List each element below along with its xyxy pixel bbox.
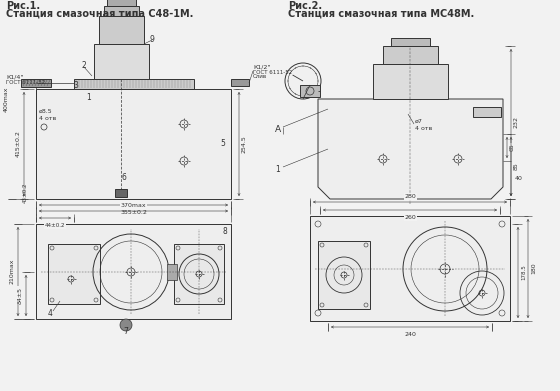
Text: ГОСТ 6111-52: ГОСТ 6111-52 xyxy=(6,79,45,84)
Text: ГОСТ 6111-52: ГОСТ 6111-52 xyxy=(253,70,292,75)
Text: 65: 65 xyxy=(510,143,515,151)
Bar xyxy=(107,0,136,6)
Text: Рис.2.: Рис.2. xyxy=(288,1,322,11)
Text: А: А xyxy=(275,124,281,133)
Text: 2: 2 xyxy=(82,61,86,70)
Text: Рис.1.: Рис.1. xyxy=(6,1,40,11)
Text: 43±0.2: 43±0.2 xyxy=(22,183,27,203)
Polygon shape xyxy=(318,99,503,199)
Bar xyxy=(115,189,127,197)
Text: 9: 9 xyxy=(150,34,155,43)
Text: 3: 3 xyxy=(73,81,78,90)
Text: 5: 5 xyxy=(221,140,226,149)
Text: Станция смазочная типа МС48М.: Станция смазочная типа МС48М. xyxy=(288,9,474,19)
Bar xyxy=(473,107,501,117)
Bar xyxy=(74,79,194,89)
Text: 4: 4 xyxy=(48,308,53,317)
Text: 370max: 370max xyxy=(121,203,146,208)
Bar xyxy=(104,6,139,16)
Text: 40: 40 xyxy=(515,176,523,181)
Bar xyxy=(167,264,177,280)
Text: 178.5: 178.5 xyxy=(521,265,526,280)
Text: К1/2": К1/2" xyxy=(253,65,270,70)
Text: 7: 7 xyxy=(124,328,128,337)
Text: ø8.5: ø8.5 xyxy=(39,108,53,113)
Text: 180: 180 xyxy=(531,263,536,274)
Text: 400max: 400max xyxy=(4,86,9,112)
Bar xyxy=(231,79,249,86)
Text: 1: 1 xyxy=(276,165,281,174)
Text: 260: 260 xyxy=(404,215,416,220)
Bar xyxy=(99,16,144,44)
Text: 4 отв: 4 отв xyxy=(39,115,56,120)
Text: 415±0.2: 415±0.2 xyxy=(16,131,21,158)
Bar xyxy=(48,244,100,304)
Text: 280: 280 xyxy=(404,194,416,199)
Bar xyxy=(21,79,51,87)
Bar xyxy=(94,44,149,79)
Text: Станция смазочная типа С48-1М.: Станция смазочная типа С48-1М. xyxy=(6,9,193,19)
Text: К1/4": К1/4" xyxy=(6,75,24,79)
Bar xyxy=(373,64,448,99)
Text: 240: 240 xyxy=(404,332,416,337)
Circle shape xyxy=(288,66,318,96)
Bar xyxy=(310,216,510,321)
Bar xyxy=(174,244,224,304)
Text: 4 отв: 4 отв xyxy=(415,126,432,131)
Text: 85: 85 xyxy=(514,163,519,170)
Text: 84±5: 84±5 xyxy=(18,287,23,304)
Bar xyxy=(300,85,320,97)
Bar xyxy=(383,46,438,64)
Text: 6: 6 xyxy=(122,172,127,181)
Text: ø7: ø7 xyxy=(415,118,423,124)
Bar xyxy=(391,38,430,46)
Text: 232: 232 xyxy=(514,117,519,129)
Text: Слив: Слив xyxy=(253,75,267,79)
Text: 1: 1 xyxy=(87,93,91,102)
Text: 210max: 210max xyxy=(10,259,15,284)
Text: 44±0.2: 44±0.2 xyxy=(45,223,66,228)
Bar xyxy=(36,89,231,199)
Text: 355±0.2: 355±0.2 xyxy=(120,210,147,215)
Circle shape xyxy=(120,319,132,331)
Polygon shape xyxy=(56,260,92,286)
Bar xyxy=(36,224,231,319)
Text: 8: 8 xyxy=(223,228,227,237)
Text: 254.5: 254.5 xyxy=(242,135,247,153)
Bar xyxy=(318,241,370,309)
